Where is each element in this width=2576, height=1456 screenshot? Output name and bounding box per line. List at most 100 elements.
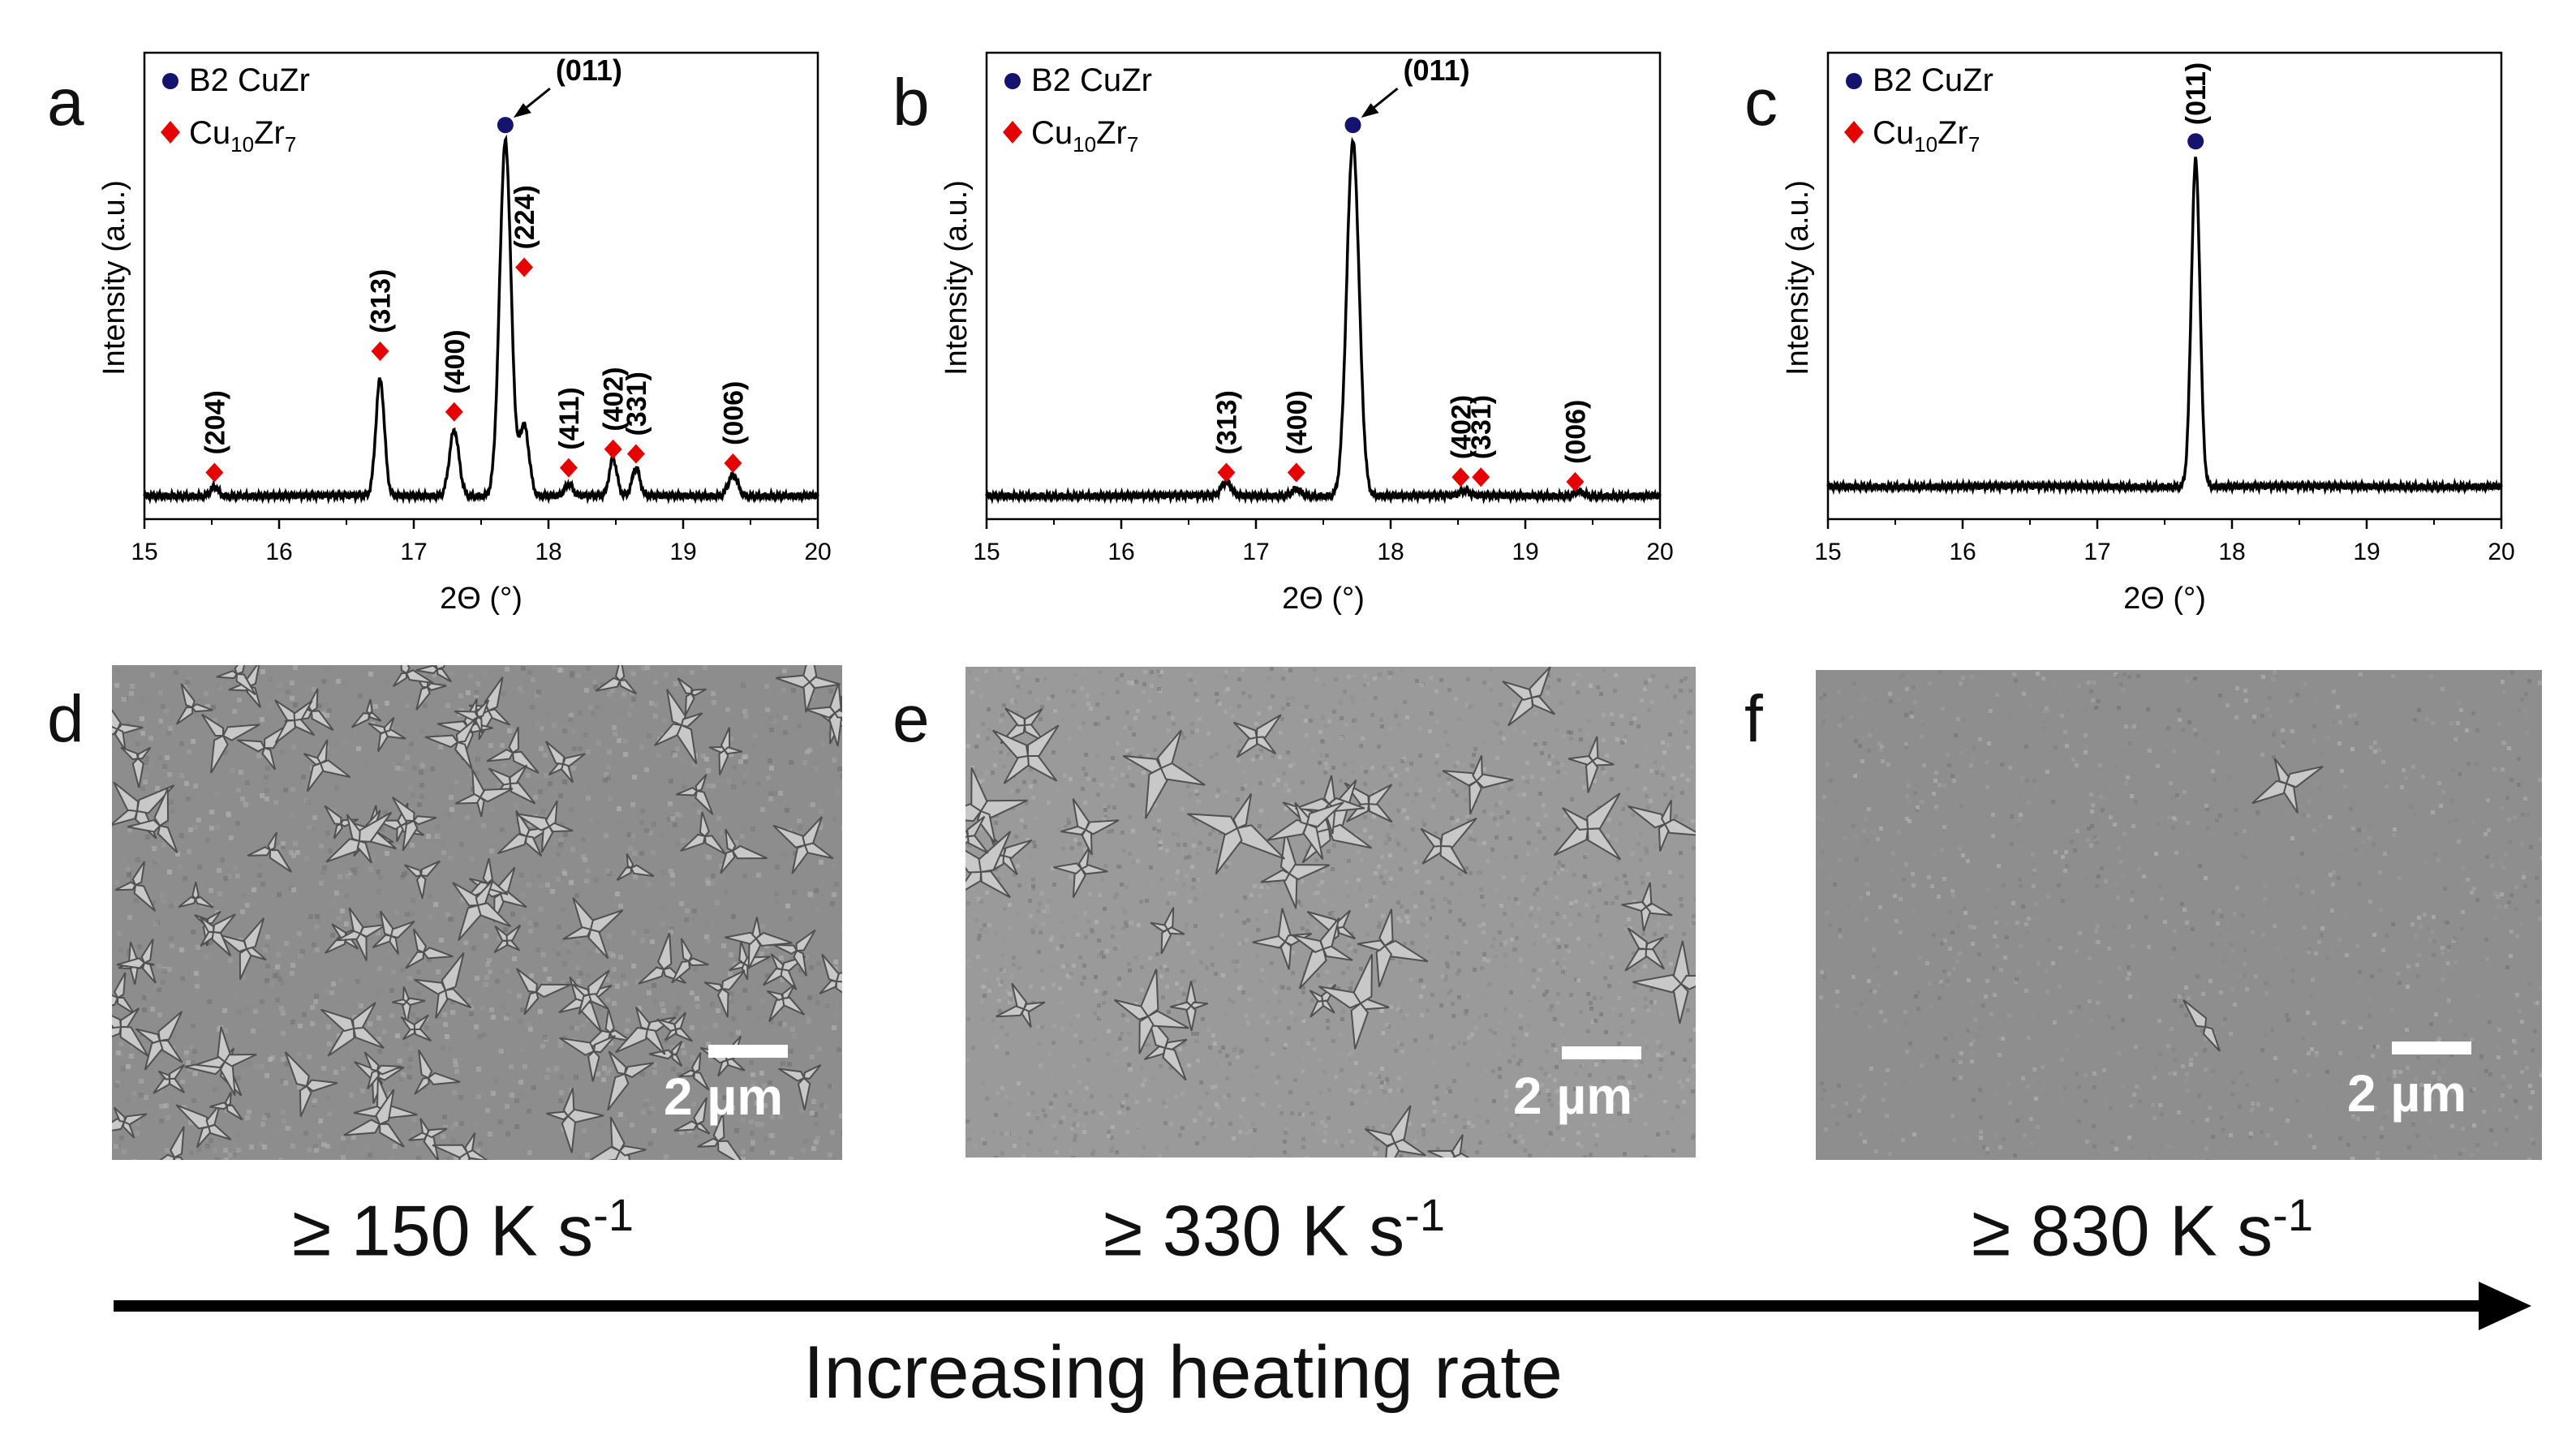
sem-noise-grain: [1432, 797, 1436, 801]
sem-noise-grain: [185, 688, 190, 693]
sem-noise-grain: [1464, 1011, 1468, 1016]
sem-crystal-arm: [123, 1113, 148, 1126]
sem-noise-grain: [750, 1131, 755, 1136]
sem-noise-grain: [1476, 871, 1480, 875]
sem-noise-grain: [983, 985, 987, 989]
sem-noise-grain: [2437, 1037, 2441, 1041]
sem-noise-grain: [1180, 1092, 1185, 1096]
sem-noise-grain: [789, 1049, 793, 1054]
sem-noise-grain: [2194, 1156, 2198, 1160]
sem-crystal-arm: [1160, 928, 1172, 955]
sem-noise-grain: [264, 978, 269, 983]
sem-noise-grain: [967, 1137, 971, 1141]
sem-noise-grain: [1293, 1017, 1297, 1021]
sem-noise-grain: [1080, 686, 1084, 690]
sem-noise-grain: [1419, 921, 1423, 926]
sem-noise-grain: [1519, 1026, 1523, 1030]
sem-noise-grain: [1467, 1036, 1471, 1040]
sem-noise-grain: [1129, 921, 1133, 925]
sem-noise-grain: [814, 888, 819, 893]
sem-noise-grain: [1478, 870, 1482, 874]
sem-noise-grain: [264, 797, 269, 801]
sem-noise-grain: [475, 1122, 480, 1127]
sem-noise-grain: [1348, 1057, 1352, 1061]
sem-noise-grain: [1099, 1015, 1103, 1019]
sem-noise-grain: [1431, 805, 1435, 809]
sem-noise-grain: [1394, 714, 1398, 718]
sem-noise-grain: [1235, 1046, 1239, 1050]
sem-crystal-arm: [671, 960, 691, 984]
sem-noise-grain: [494, 1079, 499, 1084]
sem-noise-grain: [1377, 1075, 1381, 1079]
sem-noise-grain: [1981, 1003, 1985, 1007]
sem-noise-grain: [1155, 952, 1159, 956]
sem-noise-grain: [543, 753, 548, 758]
sem-noise-grain: [1277, 1018, 1281, 1022]
sem-noise-grain: [1560, 762, 1564, 767]
sem-noise-grain: [2371, 1054, 2375, 1058]
sem-noise-grain: [1679, 851, 1683, 855]
sem-noise-grain: [1464, 786, 1468, 790]
sem-noise-grain: [634, 857, 639, 861]
sem-noise-grain: [1632, 985, 1636, 989]
sem-noise-grain: [1225, 1054, 1229, 1058]
sem-noise-grain: [1602, 713, 1606, 717]
sem-noise-grain: [2234, 832, 2238, 836]
sem-noise-grain: [1218, 702, 1222, 706]
sem-crystal-arm: [1475, 773, 1514, 788]
sem-noise-grain: [749, 1060, 754, 1065]
sem-noise-grain: [989, 1025, 993, 1029]
sem-noise-grain: [1431, 1119, 1435, 1123]
sem-crystal-arm: [677, 677, 693, 695]
sem-noise-grain: [622, 1117, 627, 1122]
sem-noise-grain: [377, 966, 382, 971]
sem-noise-grain: [1331, 913, 1335, 917]
sem-noise-grain: [799, 977, 804, 982]
sem-noise-grain: [675, 842, 680, 847]
sem-noise-grain: [333, 1070, 338, 1075]
sem-crystal-arm: [114, 972, 127, 999]
sem-noise-grain: [741, 1118, 746, 1123]
sem-noise-grain: [350, 868, 355, 873]
sem-noise-grain: [2398, 1070, 2402, 1074]
b2-peak-marker-a: [497, 117, 514, 134]
sem-noise-grain: [632, 851, 637, 856]
sem-noise-grain: [1504, 1107, 1508, 1111]
sem-noise-grain: [1516, 1086, 1520, 1090]
sem-noise-grain: [1208, 1046, 1212, 1050]
sem-noise-grain: [1305, 1156, 1309, 1157]
sem-noise-grain: [1301, 990, 1305, 994]
sem-noise-grain: [1011, 806, 1015, 810]
sem-noise-grain: [1322, 899, 1327, 903]
sem-noise-grain: [2122, 688, 2126, 692]
sem-noise-grain: [1904, 713, 1908, 717]
sem-noise-grain: [1692, 914, 1696, 918]
sem-noise-grain: [1157, 829, 1161, 833]
sem-noise-grain: [647, 990, 652, 995]
sem-noise-grain: [749, 1119, 754, 1124]
sem-noise-grain: [1234, 969, 1238, 973]
sem-noise-grain: [1546, 741, 1550, 745]
sem-noise-grain: [2342, 1020, 2346, 1024]
sem-noise-grain: [2373, 749, 2377, 754]
sem-noise-grain: [2051, 683, 2055, 687]
sem-noise-grain: [1388, 801, 1392, 805]
sem-noise-grain: [674, 1035, 679, 1040]
sem-noise-grain: [1469, 871, 1473, 875]
sem-noise-grain: [340, 908, 345, 913]
sem-noise-grain: [1970, 675, 1974, 679]
peak-marker-a-3: [515, 257, 534, 277]
sem-noise-grain: [262, 1145, 267, 1149]
sem-noise-grain: [1658, 1076, 1662, 1080]
sem-noise-grain: [1051, 964, 1055, 969]
sem-noise-grain: [327, 1042, 332, 1046]
sem-noise-grain: [1542, 836, 1546, 840]
sem-noise-grain: [586, 869, 591, 874]
sem-noise-grain: [1017, 698, 1021, 702]
sem-noise-grain: [1385, 1023, 1389, 1027]
sem-noise-grain: [1135, 1100, 1139, 1104]
sem-noise-grain: [2208, 979, 2213, 983]
sem-noise-grain: [1422, 822, 1426, 827]
sem-noise-grain: [1504, 855, 1508, 859]
sem-noise-grain: [1026, 1142, 1030, 1146]
